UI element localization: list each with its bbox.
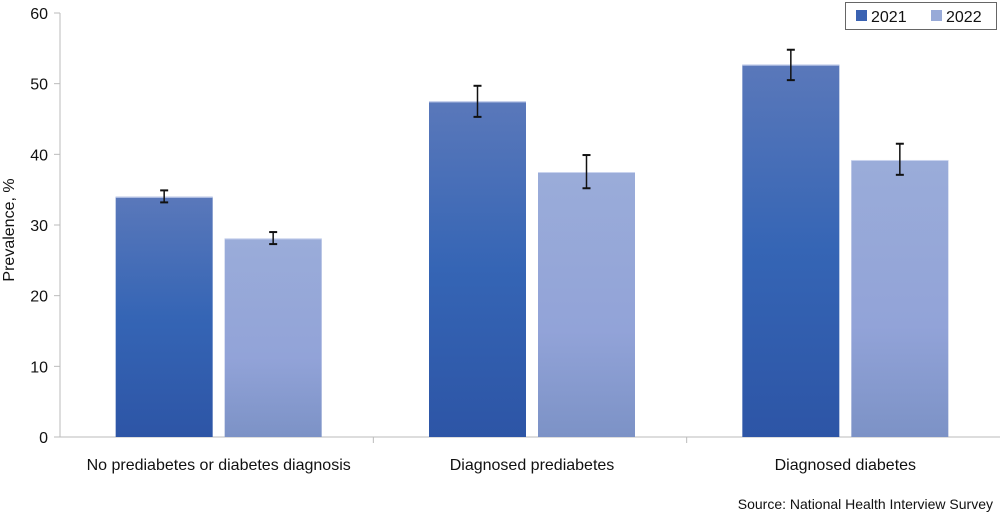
y-tick-label: 30 xyxy=(30,218,48,235)
source-note: Source: National Health Interview Survey xyxy=(738,496,993,512)
bar-2022 xyxy=(851,159,949,437)
legend-box xyxy=(845,2,997,30)
y-tick-label: 10 xyxy=(30,359,48,376)
y-tick-label: 50 xyxy=(30,77,48,94)
y-tick-label: 60 xyxy=(30,6,48,23)
legend: 2021 2022 xyxy=(845,2,997,30)
x-tick-label: No prediabetes or diabetes diagnosis xyxy=(87,457,351,474)
x-tick-label: Diagnosed prediabetes xyxy=(450,457,615,474)
y-tick-label: 20 xyxy=(30,289,48,306)
x-tick-label: Diagnosed diabetes xyxy=(775,457,916,474)
y-tick-label: 40 xyxy=(30,147,48,164)
bar-2021 xyxy=(429,101,526,437)
legend-label-2021: 2021 xyxy=(871,9,907,26)
bar-2021 xyxy=(742,64,840,437)
y-tick-label: 0 xyxy=(39,430,48,447)
bar-2022 xyxy=(224,238,322,437)
bar-2021 xyxy=(115,196,213,437)
legend-swatch-2021 xyxy=(856,10,867,21)
y-axis-label: Prevalence, % xyxy=(1,178,18,281)
legend-swatch-2022 xyxy=(931,10,942,21)
bar-2022 xyxy=(538,172,635,437)
legend-label-2022: 2022 xyxy=(946,9,982,26)
